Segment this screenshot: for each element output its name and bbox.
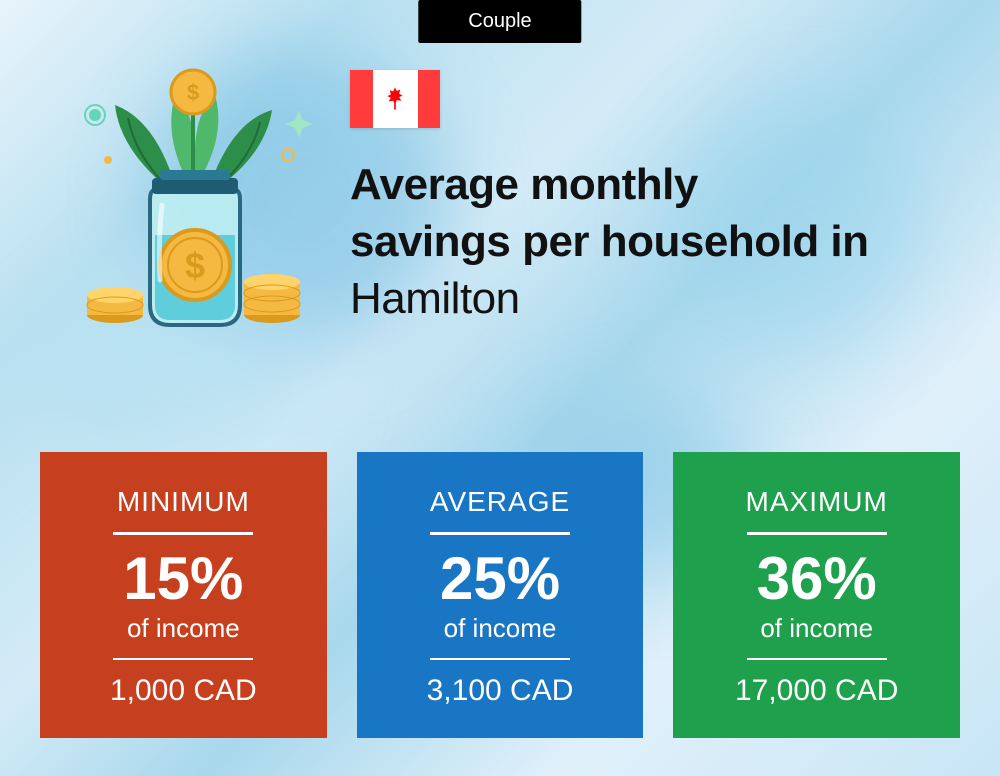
card-minimum: MINIMUM 15% of income 1,000 CAD xyxy=(40,452,327,738)
flag-center xyxy=(373,70,418,128)
card-percent: 15% xyxy=(60,549,307,609)
card-sub: of income xyxy=(377,613,624,644)
svg-text:$: $ xyxy=(185,245,205,286)
card-percent: 36% xyxy=(693,549,940,609)
title-area: Average monthly savings per household in… xyxy=(350,60,940,328)
card-sub: of income xyxy=(60,613,307,644)
divider xyxy=(113,658,253,661)
savings-illustration: $ $ xyxy=(60,60,320,340)
divider xyxy=(747,658,887,661)
stats-cards: MINIMUM 15% of income 1,000 CAD AVERAGE … xyxy=(40,452,960,738)
card-amount: 17,000 CAD xyxy=(693,674,940,708)
card-percent: 25% xyxy=(377,549,624,609)
flag-stripe xyxy=(350,70,373,128)
flag-canada xyxy=(350,70,440,128)
card-amount: 1,000 CAD xyxy=(60,674,307,708)
flag-stripe xyxy=(418,70,441,128)
card-label: AVERAGE xyxy=(377,486,624,518)
card-amount: 3,100 CAD xyxy=(377,674,624,708)
city-name: Hamilton xyxy=(350,274,520,323)
card-average: AVERAGE 25% of income 3,100 CAD xyxy=(357,452,644,738)
header: $ $ xyxy=(60,60,940,340)
card-label: MAXIMUM xyxy=(693,486,940,518)
card-sub: of income xyxy=(693,613,940,644)
card-maximum: MAXIMUM 36% of income 17,000 CAD xyxy=(673,452,960,738)
divider xyxy=(430,532,570,535)
title-line: Average monthly xyxy=(350,160,698,209)
title-line: savings per household in xyxy=(350,217,869,266)
page-title: Average monthly savings per household in… xyxy=(350,156,940,328)
divider xyxy=(113,532,253,535)
divider xyxy=(747,532,887,535)
card-label: MINIMUM xyxy=(60,486,307,518)
maple-leaf-icon xyxy=(381,85,409,113)
divider xyxy=(430,658,570,661)
category-tab: Couple xyxy=(418,0,581,43)
svg-text:$: $ xyxy=(187,80,199,105)
